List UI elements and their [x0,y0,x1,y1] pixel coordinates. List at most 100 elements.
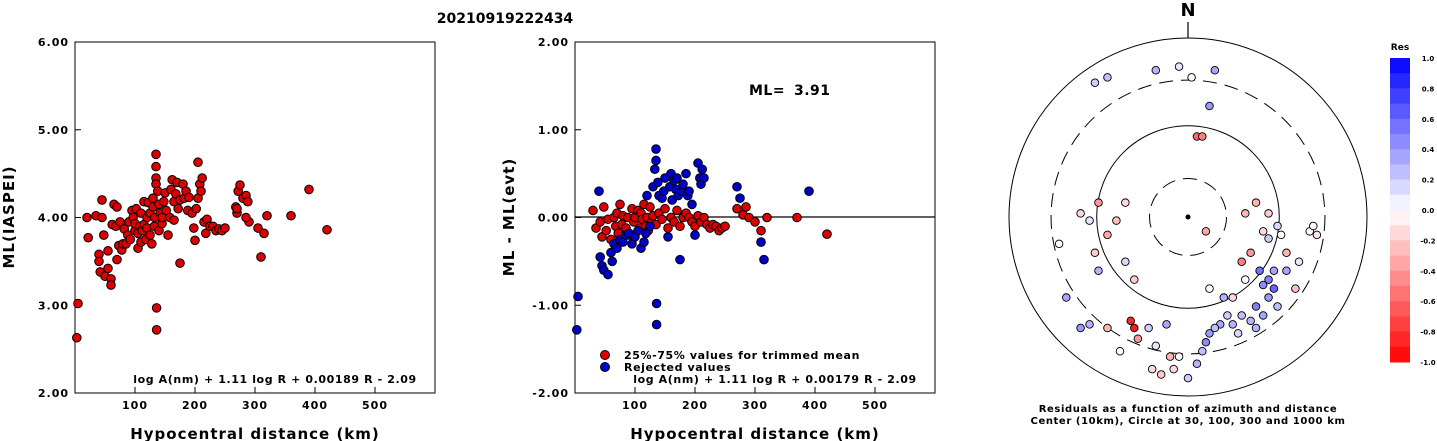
colorbar-cell [1390,346,1410,363]
data-point [220,223,230,233]
station-point [1054,239,1064,249]
data-point [197,173,207,183]
caption-line-1: Residuals as a function of azimuth and d… [1039,404,1338,415]
station-point [1291,284,1300,293]
station-point [1258,280,1268,290]
residual-colorbar: Res 1.0 0.8 0.6 0.4 0.2 0.0 -0.2 -0.4 -0.6 -0.8 -1… [1390,43,1436,367]
data-point [322,224,332,235]
station-point [1269,266,1279,275]
station-point [1241,209,1250,218]
ml-vs-distance-panel: 100 200 300 400 500 2.00 3.00 4.00 5.00 6.00 log … [0,36,436,441]
legend-label-trimmed: 25%-75% values for trimmed mean [624,349,860,362]
station-point [1233,329,1243,338]
data-point [612,243,622,254]
y-tick-label: 2.00 [538,36,569,49]
data-point [651,144,661,154]
y-tick-label: -2.00 [532,387,569,400]
data-point [678,179,688,189]
colorbar-tick-label: 0.6 [1422,116,1435,124]
x-tick-label: 400 [802,399,828,412]
colorbar-cell [1390,179,1410,196]
station-point [1228,320,1237,329]
data-point [615,199,625,210]
data-point [175,258,185,268]
station-point [1115,347,1125,356]
data-point [94,256,104,267]
data-point [601,225,612,236]
data-point [651,298,662,309]
data-point [151,161,161,172]
station-point [1121,198,1130,207]
x-axis-label: Hypocentral distance (km) [630,425,880,441]
station-point [1264,275,1273,284]
station-point [1258,227,1268,236]
x-axis-label: Hypocentral distance (km) [130,425,380,441]
residual-vs-distance-panel: 100 200 300 400 500 -2.00 -1.00 0.00 1.00 2.00 ML… [500,36,936,441]
data-point [286,210,296,221]
y-axis-label: ML - ML(evt) [500,158,518,276]
station-point [1192,359,1202,369]
colorbar-cell [1390,134,1410,150]
data-point [672,205,682,216]
station-point [1121,257,1130,267]
data-point [804,186,814,196]
station-point [1241,275,1250,284]
station-point [1264,234,1273,243]
station-point [1183,373,1193,383]
data-point [169,215,179,225]
colorbar-cell [1390,316,1410,333]
station-point [1201,227,1211,236]
data-point [732,181,742,192]
data-point [243,196,253,207]
data-point [720,221,730,232]
data-point [697,164,708,175]
data-point [651,319,662,330]
legend-marker-rejected [600,362,610,372]
colorbar-title: Res [1391,43,1409,53]
station-point [1237,311,1246,320]
data-point [82,212,92,223]
legend-label-rejected: Rejected values [624,361,731,374]
station-point [1085,216,1094,225]
data-point [201,228,211,239]
data-point [756,237,766,247]
data-point [72,332,82,343]
data-point [762,212,772,223]
data-point [125,234,135,245]
data-point [699,173,709,183]
y-tick-label: 5.00 [38,124,69,137]
data-point [262,210,272,221]
y-tick-label: 3.00 [38,299,69,312]
data-point [735,193,745,203]
data-point [633,225,643,236]
data-point [184,192,194,203]
distance-rings [1008,37,1368,397]
data-point [97,195,107,205]
colorbar-cell [1390,88,1410,105]
data-point [675,221,685,232]
data-point [572,325,582,335]
legend-marker-trimmed [600,350,610,360]
event-id-title: 20210919222434 [437,11,574,27]
data-point [103,263,113,274]
data-point [189,223,199,233]
axis-ticks: 100 200 300 400 500 -2.00 -1.00 0.00 1.00 2.00 [532,36,887,412]
station-point [1258,311,1268,320]
station-point [1251,323,1261,333]
x-tick-label: 200 [182,399,208,412]
data-point [759,254,769,265]
data-point [235,180,245,190]
data-point [112,254,122,265]
station-point [1282,266,1291,275]
x-tick-label: 100 [122,399,148,412]
formula-label: log A(nm) + 1.11 log R + 0.00179 R - 2.0… [633,373,916,386]
y-axis-label: ML(IASPEI) [0,165,18,268]
y-tick-label: 1.00 [538,124,569,137]
data-point [241,212,251,223]
station-points [1054,62,1322,383]
data-point [73,298,83,309]
caption-line-2: Center (10km), Circle at 30, 100, 300 an… [1031,416,1346,427]
data-point [657,214,667,225]
y-tick-label: 2.00 [38,387,69,400]
